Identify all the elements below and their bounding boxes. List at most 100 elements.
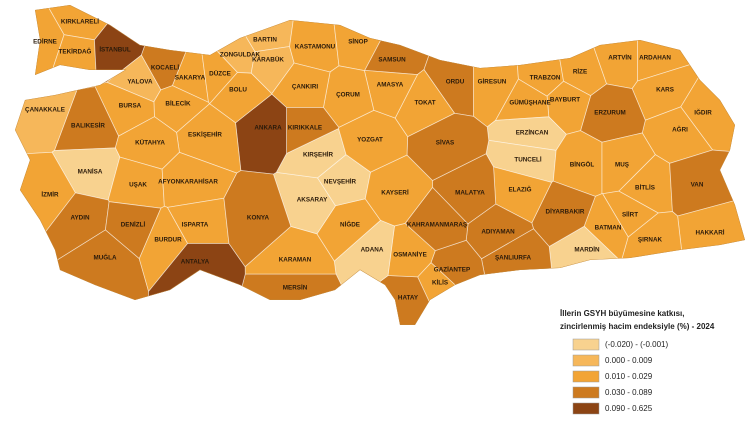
province-label: MERSİN [283, 284, 308, 292]
province-label: BİTLİS [635, 184, 655, 192]
province-label: BALIKESİR [71, 122, 105, 130]
province-label: TRABZON [530, 75, 561, 82]
province-label: SAKARYA [175, 75, 206, 82]
province-label: ÇANKIRI [292, 84, 318, 91]
province [223, 170, 292, 268]
province-label: MANİSA [78, 168, 103, 176]
province-label: DÜZCE [209, 69, 231, 78]
province-label: ORDU [446, 79, 465, 86]
province-label: BİNGÖL [570, 160, 595, 169]
province-label: ÇORUM [336, 92, 360, 99]
province-label: ARDAHAN [639, 55, 671, 62]
province-label: GAZİANTEP [434, 266, 470, 274]
province-label: AYDIN [70, 215, 89, 222]
province-label: SİNOP [348, 38, 368, 46]
province-label: AFYONKARAHİSAR [158, 178, 218, 186]
province-label: KÜTAHYA [135, 138, 165, 147]
province-label: ARTVİN [608, 54, 632, 62]
province-label: KIRKLARELİ [61, 18, 99, 26]
legend-swatch [572, 386, 600, 399]
province-label: İSTANBUL [99, 46, 131, 54]
province-label: TUNCELİ [514, 156, 542, 164]
province-label: IĞDIR [694, 108, 712, 117]
province-label: NİĞDE [340, 220, 360, 229]
province [637, 5, 745, 82]
legend-label: (-0.020) - (-0.001) [605, 340, 668, 349]
province-label: DİYARBAKIR [546, 208, 585, 216]
province-label: TEKİRDAĞ [59, 47, 92, 56]
province-label: ELAZIĞ [508, 185, 531, 194]
legend-label: 0.000 - 0.009 [605, 356, 653, 365]
province-label: ŞIRNAK [638, 237, 663, 244]
province-label: KASTAMONU [295, 44, 336, 51]
province-label: KAHRAMANMARAŞ [407, 222, 467, 229]
legend-swatch [572, 402, 600, 415]
province-label: SİİRT [622, 211, 638, 219]
province-label: ADANA [361, 247, 384, 254]
province-label: BARTIN [253, 37, 277, 44]
legend-label: 0.090 - 0.625 [605, 404, 653, 413]
province-label: KOCAELİ [151, 64, 180, 72]
province-label: ÇANAKKALE [25, 107, 65, 114]
province-label: KIRŞEHİR [303, 151, 334, 159]
province-label: SAMSUN [378, 57, 406, 64]
province [230, 273, 351, 325]
legend-label: 0.030 - 0.089 [605, 388, 653, 397]
province [677, 195, 745, 325]
province-label: YALOVA [127, 79, 153, 86]
province-label: MUŞ [615, 162, 629, 169]
province-label: KARS [656, 87, 674, 94]
province-label: BİLECİK [165, 100, 191, 108]
province-label: İZMİR [41, 191, 59, 199]
province-label: VAN [691, 182, 704, 189]
province-label: AMASYA [377, 82, 404, 89]
province-label: KAYSERİ [381, 189, 409, 197]
province-label: ESKİŞEHİR [188, 131, 222, 139]
province-label: KIRIKKALE [288, 125, 322, 132]
province-label: EDİRNE [33, 38, 57, 46]
province-label: OSMANİYE [393, 251, 427, 259]
province-label: GİRESUN [478, 78, 507, 86]
province-label: BAYBURT [550, 97, 580, 104]
province-label: ISPARTA [182, 222, 209, 229]
province-label: ANTALYA [181, 259, 210, 266]
province-label: NEVŞEHİR [324, 178, 357, 186]
province-label: YOZGAT [357, 137, 383, 144]
province-label: ŞANLIURFA [495, 255, 531, 262]
province [289, 5, 340, 73]
legend-title: zincirlenmiş hacim endeksiyle (%) - 2024 [560, 322, 715, 331]
province-label: MUĞLA [93, 253, 117, 262]
legend-title: İllerin GSYH büyümesine katkısı, [560, 309, 685, 318]
province-label: MALATYA [455, 190, 485, 197]
province-label: RİZE [573, 68, 587, 76]
province-label: KİLİS [432, 279, 448, 287]
province [669, 149, 745, 217]
province-label: HAKKARİ [695, 229, 724, 237]
province-label: ERZURUM [594, 110, 625, 117]
province-label: ZONGULDAK [220, 52, 261, 59]
province-label: BURSA [119, 103, 142, 110]
province-label: KONYA [247, 215, 270, 222]
province-label: KARABÜK [252, 55, 284, 64]
province-label: HATAY [398, 295, 419, 302]
province-label: AĞRI [672, 125, 688, 134]
province-label: KARAMAN [279, 257, 312, 264]
province-label: ERZİNCAN [516, 129, 549, 137]
legend-swatch [572, 370, 600, 383]
province-label: BOLU [229, 87, 247, 94]
province-label: ANKARA [254, 125, 282, 132]
province-label: ADIYAMAN [481, 229, 515, 236]
province-label: SİVAS [436, 139, 454, 147]
province-label: BURDUR [154, 237, 182, 244]
province-label: DENİZLİ [121, 221, 146, 229]
legend-swatch [572, 338, 600, 351]
legend-swatch [572, 354, 600, 367]
legend: İllerin GSYH büyümesine katkısı, zincirl… [560, 309, 715, 415]
province-label: UŞAK [129, 182, 147, 189]
province-label: AKSARAY [297, 197, 328, 204]
province-label: GÜMÜŞHANE [509, 98, 550, 107]
province-label: MARDİN [574, 246, 600, 254]
province-label: TOKAT [414, 100, 435, 107]
